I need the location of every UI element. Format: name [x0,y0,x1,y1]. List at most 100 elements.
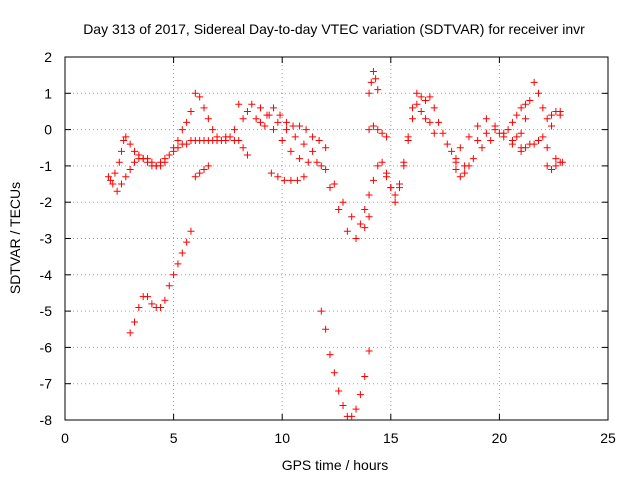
data-point [274,173,282,181]
data-point [187,107,195,115]
x-axis-label: GPS time / hours [282,457,389,473]
data-point [552,162,560,170]
data-point [500,129,508,137]
data-point [382,133,390,141]
data-point [456,173,464,181]
y-tick-label: -7 [40,376,53,392]
data-point [200,166,208,174]
data-point [387,184,395,192]
data-point [409,104,417,112]
data-point [135,151,143,159]
data-point [313,158,321,166]
y-tick-label: -3 [40,231,53,247]
data-point [322,144,330,152]
data-point [161,296,169,304]
series-track-m [365,122,390,141]
data-point [213,136,221,144]
data-point [422,97,430,105]
data-point [456,144,464,152]
data-point [165,282,173,290]
data-point [283,126,291,134]
data-point [111,169,119,177]
data-point [556,158,564,166]
data-point [365,347,373,355]
data-point [280,176,288,184]
data-point [209,126,217,134]
data-point [409,115,417,123]
data-point [391,198,399,206]
data-point [174,136,182,144]
data-point [330,180,338,188]
data-point [267,169,275,177]
data-point [222,133,230,141]
data-point [204,162,212,170]
data-point [365,213,373,221]
y-tick-label: -2 [40,194,53,210]
y-tick-label: -5 [40,303,53,319]
series-track-q [474,126,566,166]
data-point [291,133,299,141]
data-point [487,136,495,144]
data-point [543,144,551,152]
data-point [170,144,178,152]
data-point [126,329,134,337]
data-point [517,129,525,137]
data-point [170,271,178,279]
data-point [322,325,330,333]
data-point [335,387,343,395]
data-point [287,176,295,184]
data-point [521,100,529,108]
data-point [315,136,323,144]
data-point [300,140,308,148]
chart-title: Day 313 of 2017, Sidereal Day-to-day VTE… [83,21,585,37]
data-point [343,227,351,235]
data-point [131,158,139,166]
data-point [122,133,130,141]
data-point [148,300,156,308]
data-point [157,303,165,311]
data-point [131,147,139,155]
data-point [369,68,377,76]
data-point [369,176,377,184]
y-tick-label: -1 [40,158,53,174]
data-point [230,126,238,134]
data-point [104,173,112,181]
data-point [530,78,538,86]
data-point [374,86,382,94]
data-point [513,133,521,141]
grid [65,57,608,420]
data-point [289,122,297,130]
data-point [513,111,521,119]
plot-frame [64,56,609,421]
data-point [435,118,443,126]
series-track-g [235,100,373,228]
data-point [374,126,382,134]
data-point [361,372,369,380]
series-track-k [361,89,460,213]
series-track-j [317,307,373,420]
data-point [552,155,560,163]
y-tick-label: 1 [44,85,52,101]
data-point [287,147,295,155]
data-point [109,180,117,188]
data-point [256,104,264,112]
data-point [417,93,425,101]
data-point [191,89,199,97]
data-point [270,104,278,112]
data-point [356,220,364,228]
data-point [239,115,247,123]
data-point [157,162,165,170]
data-point [117,147,125,155]
data-point [404,136,412,144]
series-track-h [256,104,330,152]
data-point [144,293,152,301]
data-point [200,104,208,112]
data-point [196,93,204,101]
data-point [439,129,447,137]
data-point [256,118,264,126]
data-point [126,140,134,148]
data-point [465,133,473,141]
series-track-t [452,162,473,181]
data-point [352,235,360,242]
data-point [556,107,564,115]
